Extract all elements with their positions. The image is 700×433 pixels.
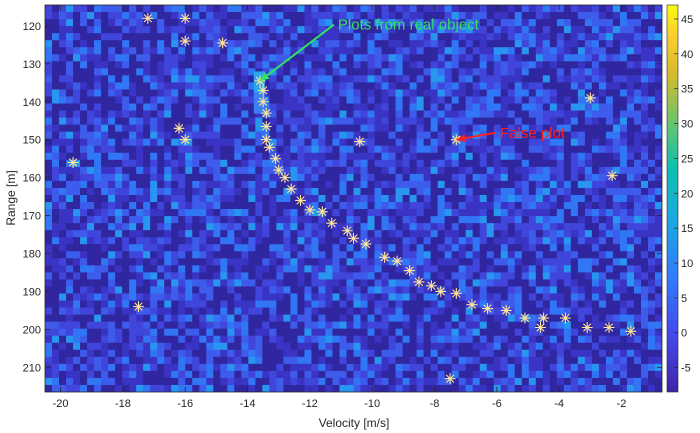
data-point [341, 225, 353, 237]
data-point [304, 204, 316, 216]
data-point [404, 265, 416, 277]
colorbar-tick-label: 10 [681, 258, 693, 270]
y-axis-label: Range [m] [4, 170, 18, 225]
x-tick-label: -18 [115, 398, 131, 410]
data-point [450, 287, 462, 299]
data-point [354, 136, 366, 148]
colorbar-gradient [666, 4, 679, 393]
data-point [260, 107, 272, 119]
colorbar-tick-label: 20 [681, 188, 693, 200]
data-point [519, 312, 531, 324]
annotation-arrow [259, 23, 335, 82]
data-point [444, 373, 456, 385]
x-tick-label: -4 [554, 398, 564, 410]
data-point [413, 276, 425, 288]
data-point [257, 84, 269, 96]
data-point [279, 172, 291, 184]
colorbar-tick-label: -5 [681, 363, 691, 375]
x-tick-label: -10 [364, 398, 380, 410]
y-tick-label: 180 [23, 249, 41, 261]
data-point [435, 285, 447, 298]
data-point [360, 238, 372, 250]
annotation-false-plot: False plot [500, 125, 566, 142]
data-point [173, 122, 185, 134]
colorbar-tick-label: 30 [681, 119, 693, 131]
data-point [603, 321, 615, 334]
x-axis-label: Velocity [m/s] [319, 416, 390, 430]
data-point [534, 321, 547, 334]
data-point [260, 134, 272, 146]
y-tick-label: 130 [23, 59, 41, 71]
annotation-arrowhead [456, 134, 466, 143]
data-point [260, 120, 272, 132]
data-point [466, 299, 478, 311]
colorbar-tick-label: 40 [681, 49, 693, 61]
data-point [559, 312, 571, 324]
y-tick-label: 190 [23, 286, 41, 298]
y-tick-label: 170 [23, 211, 41, 223]
y-tick-label: 150 [23, 135, 41, 147]
data-point [132, 301, 145, 313]
plot-frame [44, 4, 663, 393]
data-point [584, 92, 596, 104]
plot-points [67, 12, 637, 385]
colorbar-tick-label: 25 [681, 153, 693, 165]
data-point [67, 156, 79, 169]
y-tick-label: 120 [23, 21, 41, 33]
data-point [391, 255, 403, 267]
colorbar: -5 0 5 10 15 20 25 30 35 40 45 [666, 4, 693, 393]
x-tick-label: -6 [492, 398, 502, 410]
y-tick-label: 200 [23, 324, 41, 336]
data-point [257, 96, 269, 108]
data-point [425, 280, 437, 292]
annotation-arrowhead [260, 72, 270, 81]
data-point [217, 37, 229, 49]
x-tick-label: -8 [430, 398, 440, 410]
data-point [316, 206, 328, 218]
x-tick-label: -12 [302, 398, 318, 410]
data-point [263, 141, 275, 153]
colorbar-tick-label: 45 [681, 14, 693, 26]
y-tick-label: 160 [23, 173, 41, 185]
colorbar-tick-label: 35 [681, 84, 693, 96]
x-tick-label: -14 [240, 398, 256, 410]
data-point [179, 12, 191, 24]
heatmap-background [45, 5, 662, 392]
data-point [481, 302, 494, 315]
data-point [538, 312, 550, 324]
annotations: Plots from real object False plot [259, 17, 566, 143]
colorbar-ticks: -5 0 5 10 15 20 25 30 35 40 45 [674, 14, 693, 375]
data-point [179, 35, 191, 47]
data-point [179, 134, 191, 146]
annotation-real-object: Plots from real object [338, 17, 480, 34]
data-point [270, 153, 282, 165]
data-point [142, 12, 154, 24]
x-tick-label: -20 [53, 398, 69, 410]
data-point [285, 183, 297, 195]
y-axis: 120 130 140 150 160 170 180 190 200 210 [23, 21, 662, 374]
data-point [379, 251, 391, 263]
x-axis: -20 -18 -16 -14 -12 -10 -8 -6 -4 -2 [53, 5, 627, 410]
data-point [625, 325, 637, 337]
y-tick-label: 210 [23, 362, 41, 374]
data-point [273, 164, 285, 176]
data-point [294, 194, 307, 206]
data-point [347, 232, 360, 244]
data-point [606, 170, 618, 182]
colorbar-tick-label: 5 [681, 293, 687, 305]
colorbar-tick-label: 0 [681, 328, 687, 340]
x-tick-label: -16 [177, 398, 193, 410]
data-point [581, 321, 593, 334]
data-point [326, 217, 338, 229]
x-tick-label: -2 [617, 398, 627, 410]
data-point [500, 304, 512, 316]
y-tick-label: 140 [23, 97, 41, 109]
colorbar-tick-label: 15 [681, 223, 693, 235]
